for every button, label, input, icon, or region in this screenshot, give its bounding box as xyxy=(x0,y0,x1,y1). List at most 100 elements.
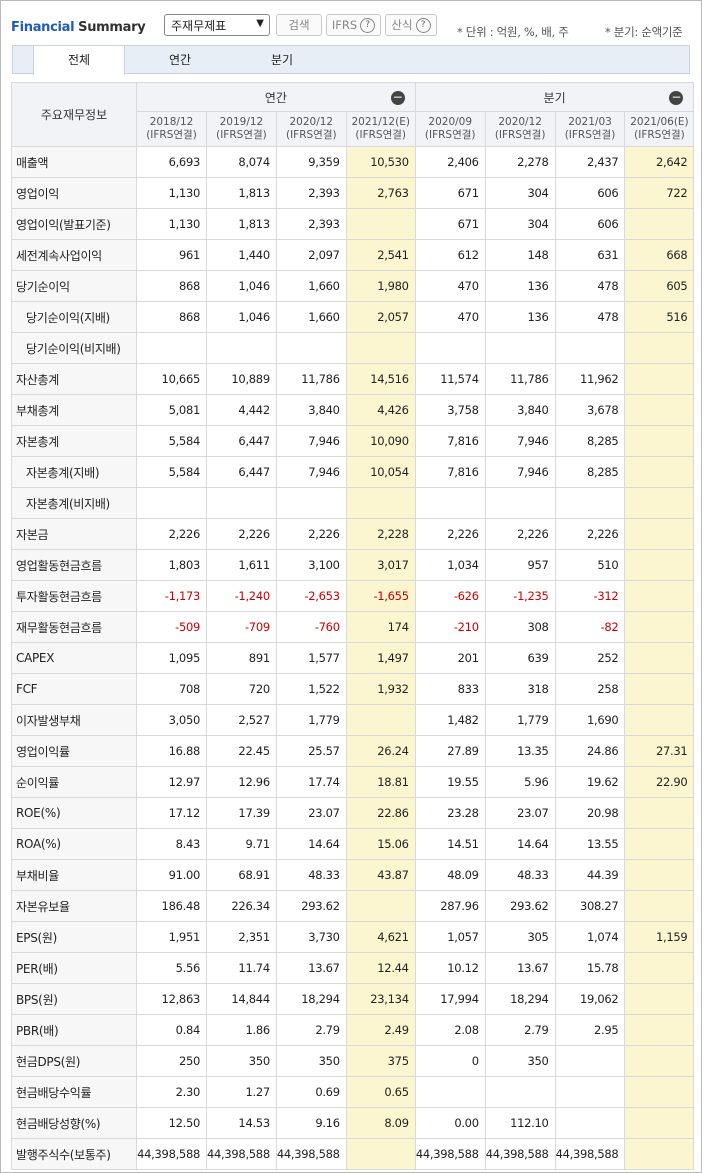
value-cell xyxy=(624,1138,695,1170)
statement-select[interactable]: 주재무제표 ▼ xyxy=(164,14,270,36)
value-cell: 606 xyxy=(554,208,626,240)
value-cell: 671 xyxy=(414,208,486,240)
value-cell: 20.98 xyxy=(554,797,626,829)
value-cell xyxy=(484,1076,556,1108)
tab-annual[interactable]: 연간 xyxy=(168,53,192,67)
value-cell xyxy=(414,487,486,519)
value-cell: 3,678 xyxy=(554,394,626,426)
period-type: (IFRS연결) xyxy=(146,129,197,141)
value-cell: 14.64 xyxy=(275,828,347,860)
period-tabs: 전체 연간 분기 xyxy=(12,45,690,75)
value-cell: 961 xyxy=(136,239,207,271)
value-cell xyxy=(136,487,207,519)
value-cell: 9.16 xyxy=(275,1107,347,1139)
row-label: 자본총계 xyxy=(11,425,137,457)
table-row: 영업이익(발표기준) 1,130 1,813 2,393 671 304 606 xyxy=(11,208,695,240)
value-cell: 1,074 xyxy=(554,921,626,953)
value-cell: -709 xyxy=(206,611,277,643)
value-cell: 44,398,588 xyxy=(554,1138,626,1170)
value-cell: 4,621 xyxy=(345,921,416,953)
value-cell: 258 xyxy=(554,673,626,705)
collapse-quarter-icon[interactable]: − xyxy=(669,90,684,105)
table-row: PER(배) 5.56 11.74 13.67 12.44 10.12 13.67 15.78 xyxy=(11,952,695,984)
formula-button[interactable]: 산식? xyxy=(385,14,437,36)
row-label: EPS(원) xyxy=(11,921,137,953)
value-cell: 0 xyxy=(414,1045,486,1077)
table-row: 자본유보율 186.48 226.34 293.62 287.96 293.62 308.2… xyxy=(11,890,695,922)
value-cell: -1,173 xyxy=(136,580,207,612)
tab-all[interactable]: 전체 xyxy=(33,46,125,75)
value-cell: 23.28 xyxy=(414,797,486,829)
table-row: 현금배당성향(%) 12.50 14.53 9.16 8.09 0.00 112.10 xyxy=(11,1107,695,1139)
value-cell: 44,398,588 xyxy=(275,1138,347,1170)
value-cell: 18,294 xyxy=(484,983,556,1015)
value-cell: 1,440 xyxy=(206,239,277,271)
value-cell xyxy=(624,611,695,643)
value-cell: 44,398,588 xyxy=(484,1138,556,1170)
value-cell: 2,642 xyxy=(624,146,695,178)
value-cell: 14.53 xyxy=(206,1107,277,1139)
value-cell: 671 xyxy=(414,177,486,209)
value-cell: 3,730 xyxy=(275,921,347,953)
value-cell: 639 xyxy=(484,642,556,674)
period-header: 2021/03 (IFRS연결) xyxy=(554,111,626,147)
value-cell: 2,351 xyxy=(206,921,277,953)
table-row: FCF 708 720 1,522 1,932 833 318 258 xyxy=(11,673,695,705)
value-cell: 2.49 xyxy=(345,1014,416,1046)
value-cell: 0.65 xyxy=(345,1076,416,1108)
row-label: 현금배당수익률 xyxy=(11,1076,137,1108)
value-cell: 136 xyxy=(484,301,556,333)
search-button[interactable]: 검색 xyxy=(276,14,322,36)
row-label: 부채비율 xyxy=(11,859,137,891)
value-cell: 27.89 xyxy=(414,735,486,767)
value-cell xyxy=(554,1045,626,1077)
value-cell: 12.96 xyxy=(206,766,277,798)
value-cell: 44,398,588 xyxy=(206,1138,277,1170)
statement-select-value: 주재무제표 xyxy=(171,19,227,33)
value-cell: -626 xyxy=(414,580,486,612)
row-label: 부채총계 xyxy=(11,394,137,426)
value-cell: 2,228 xyxy=(345,518,416,550)
value-cell: 1,932 xyxy=(345,673,416,705)
value-cell: 7,946 xyxy=(484,425,556,457)
table-row: CAPEX 1,095 891 1,577 1,497 201 639 252 xyxy=(11,642,695,674)
value-cell: 1,803 xyxy=(136,549,207,581)
value-cell xyxy=(624,332,695,364)
value-cell: 293.62 xyxy=(484,890,556,922)
tab-quarterly[interactable]: 분기 xyxy=(270,53,294,67)
value-cell: 148 xyxy=(484,239,556,271)
value-cell: 8.43 xyxy=(136,828,207,860)
value-cell: 350 xyxy=(275,1045,347,1077)
value-cell: 8,285 xyxy=(554,456,626,488)
value-cell: 2.95 xyxy=(554,1014,626,1046)
quarter-note: * 분기: 순액기준 xyxy=(605,25,683,39)
value-cell: 44,398,588 xyxy=(414,1138,486,1170)
value-cell: 2,226 xyxy=(136,518,207,550)
period-date: 2020/12 xyxy=(498,116,542,128)
value-cell: 891 xyxy=(206,642,277,674)
value-cell: 318 xyxy=(484,673,556,705)
value-cell xyxy=(624,456,695,488)
value-cell: 1,611 xyxy=(206,549,277,581)
collapse-annual-icon[interactable]: − xyxy=(390,90,405,105)
value-cell: 44.39 xyxy=(554,859,626,891)
period-type: (IFRS연결) xyxy=(634,129,685,141)
value-cell: 1,130 xyxy=(136,177,207,209)
value-cell xyxy=(624,1107,695,1139)
value-cell: 15.78 xyxy=(554,952,626,984)
value-cell: 350 xyxy=(484,1045,556,1077)
value-cell: 112.10 xyxy=(484,1107,556,1139)
value-cell xyxy=(624,549,695,581)
row-label: PER(배) xyxy=(11,952,137,984)
value-cell: 5,584 xyxy=(136,425,207,457)
value-cell xyxy=(414,332,486,364)
ifrs-button[interactable]: IFRS? xyxy=(326,14,381,36)
row-label: 발행주식수(보통주) xyxy=(11,1138,137,1170)
period-type: (IFRS연결) xyxy=(564,129,616,141)
row-label: 자본금 xyxy=(11,518,137,550)
period-type: (IFRS연결) xyxy=(424,129,476,141)
value-cell: 1.27 xyxy=(206,1076,277,1108)
value-cell xyxy=(345,1138,416,1170)
period-header: 2020/12 (IFRS연결) xyxy=(484,111,556,147)
